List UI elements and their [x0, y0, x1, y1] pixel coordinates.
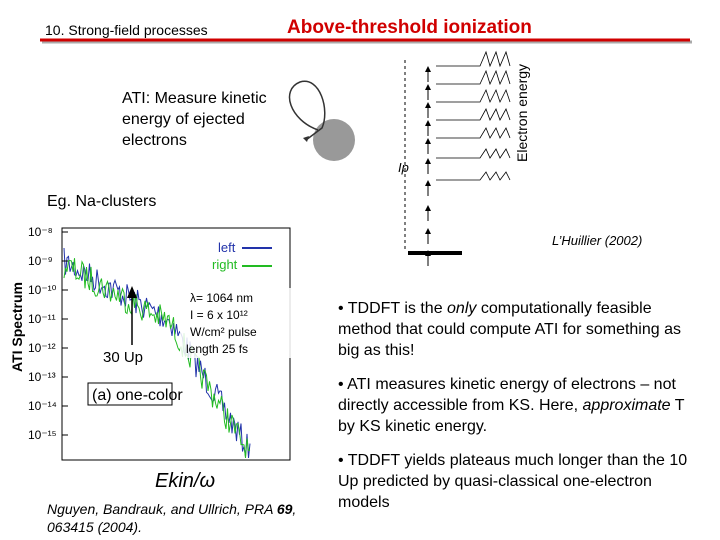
arrow-head	[425, 158, 431, 164]
levels	[425, 50, 511, 266]
y-tick-label: 10⁻¹¹	[28, 312, 56, 326]
bullet: • TDDFT is the only computationally feas…	[338, 298, 688, 361]
energy-axis-label: Electron energy	[514, 64, 530, 162]
level	[436, 148, 511, 159]
level	[436, 108, 511, 121]
arrow-head	[425, 120, 431, 126]
level	[436, 127, 511, 139]
orbit-arrow	[303, 136, 309, 142]
intro: ATI: Measure kinetic energy of ejected e…	[122, 90, 267, 149]
arrow-head	[425, 180, 431, 186]
legend-right: right	[212, 257, 238, 272]
param: I = 6 x 10¹²	[190, 308, 248, 322]
level	[436, 69, 511, 86]
orbit	[288, 80, 326, 141]
bullet-text: • ATI measures kinetic energy of electro…	[338, 376, 676, 414]
citation-volume: 69	[276, 501, 293, 517]
param: length 25 fs	[186, 342, 248, 356]
panel-label: (a) one-color	[92, 387, 183, 404]
citation: Nguyen, Bandrauk, and Ullrich, PRA 69, 0…	[47, 500, 307, 536]
param: λ= 1064 nm	[190, 291, 253, 305]
bullet-text: • TDDFT yields plateaus much longer than…	[338, 452, 688, 511]
y-tick-label: 10⁻¹⁴	[28, 399, 57, 413]
bullet-text: only	[447, 300, 477, 317]
spectrum-curve	[63, 247, 251, 459]
y-tick-label: 10⁻⁹	[28, 254, 53, 268]
spectra	[63, 247, 251, 459]
citation-authors: Nguyen, Bandrauk, and Ullrich, PRA	[47, 501, 273, 517]
bullet: • TDDFT yields plateaus much longer than…	[338, 450, 688, 513]
spectrum-curve	[63, 258, 251, 459]
section: 10. Strong-field processes	[45, 22, 208, 38]
title: Above-threshold ionization	[287, 17, 532, 38]
arrow-head	[425, 102, 431, 108]
credit: L’Huillier (2002)	[552, 233, 642, 248]
arrow-head	[425, 66, 431, 72]
example: Eg. Na-clusters	[47, 193, 157, 210]
y-tick-label: 10⁻¹³	[28, 370, 56, 384]
arrow-head	[425, 84, 431, 90]
y-tick-label: 10⁻¹⁵	[28, 428, 57, 442]
panel-box	[87, 382, 173, 406]
y-axis-label: ATI Spectrum	[9, 282, 25, 372]
ip-label: Ip	[398, 160, 409, 175]
level	[436, 88, 511, 104]
citation-rest: , 063415 (2004).	[47, 501, 297, 535]
y-ticks: 10⁻⁸ 10⁻⁹ 10⁻¹⁰ 10⁻¹¹ 10⁻¹² 10⁻¹³ 10⁻¹⁴ 10⁻¹⁵	[28, 225, 68, 442]
level	[436, 50, 511, 68]
arrow-head	[425, 138, 431, 144]
x-axis-label: Ekin/ω	[155, 470, 215, 492]
ion	[313, 119, 355, 161]
y-tick-label: 10⁻¹⁰	[28, 283, 57, 297]
marker-arrow-head	[127, 286, 137, 298]
legend-left: left	[218, 240, 236, 255]
level	[436, 171, 511, 181]
bullet: • ATI measures kinetic energy of electro…	[338, 374, 688, 437]
marker-label: 30 Up	[103, 349, 143, 366]
params-bg	[180, 288, 292, 358]
param: W/cm² pulse	[190, 325, 257, 339]
bullet-text: • TDDFT is the	[338, 300, 448, 317]
arrow-head	[425, 228, 431, 234]
y-tick-label: 10⁻¹²	[28, 341, 56, 355]
bullet-text: approximate	[582, 397, 671, 414]
bullets: • TDDFT is the only computationally feas…	[338, 298, 688, 526]
y-tick-label: 10⁻⁸	[28, 225, 53, 239]
bullet-text: T by KS kinetic energy.	[338, 397, 685, 435]
arrow-head	[425, 205, 431, 211]
bullet-text: computationally feasible method that cou…	[338, 300, 681, 359]
